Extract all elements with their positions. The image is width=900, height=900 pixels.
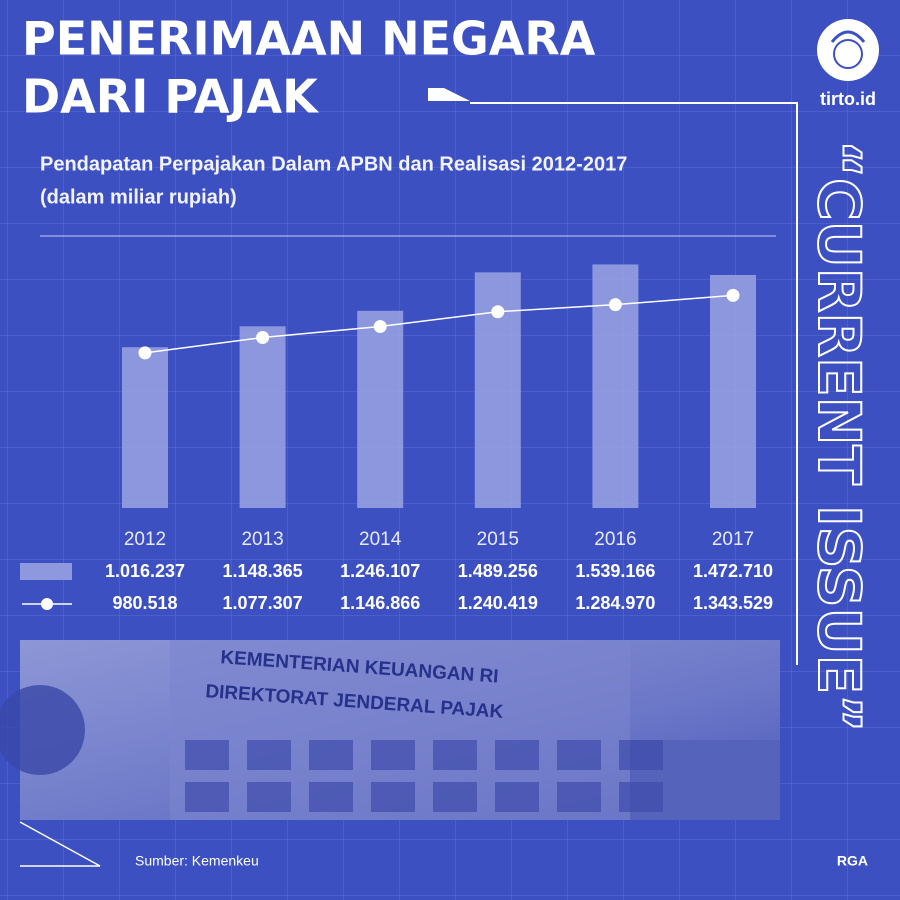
line-point xyxy=(256,331,270,345)
data-label: 1.240.419 xyxy=(458,593,538,613)
data-label: 1.539.166 xyxy=(575,561,655,581)
side-label: “CURRENT ISSUE” xyxy=(805,140,873,732)
photo-window xyxy=(619,782,663,812)
photo-window xyxy=(309,740,353,770)
bar xyxy=(239,326,286,508)
photo-window xyxy=(557,782,601,812)
bar xyxy=(357,310,404,508)
frame-line xyxy=(470,102,798,665)
legend-line-icon xyxy=(41,598,53,610)
logo-badge xyxy=(817,19,879,81)
data-label: 980.518 xyxy=(112,593,177,613)
bar xyxy=(122,347,168,508)
photo-window xyxy=(557,740,601,770)
x-tick-label: 2013 xyxy=(241,529,283,550)
corner-decoration xyxy=(19,821,101,867)
line-point xyxy=(138,346,152,360)
credit: RGA xyxy=(837,853,868,869)
title-arrow xyxy=(428,88,470,101)
photo-windows xyxy=(185,740,663,812)
line-point xyxy=(373,320,387,334)
data-label: 1.246.107 xyxy=(340,561,420,581)
photo-window xyxy=(185,740,229,770)
line-point xyxy=(726,288,740,302)
line-point xyxy=(491,305,505,319)
x-tick-label: 2016 xyxy=(594,529,636,550)
title-line: DARI PAJAK xyxy=(22,70,320,124)
data-label: 1.343.529 xyxy=(693,593,773,613)
line-point xyxy=(608,298,622,312)
photo-window xyxy=(185,782,229,812)
legend-bar-icon xyxy=(20,563,72,580)
data-label: 1.146.866 xyxy=(340,593,420,613)
photo-window xyxy=(495,740,539,770)
data-label: 1.284.970 xyxy=(575,593,655,613)
photo-window xyxy=(247,782,291,812)
photo-window xyxy=(371,740,415,770)
data-label: 1.489.256 xyxy=(458,561,538,581)
logo-face xyxy=(833,39,863,69)
data-label: 1.472.710 xyxy=(693,561,773,581)
data-label: 1.148.365 xyxy=(223,561,303,581)
chart-subtitle: (dalam miliar rupiah) xyxy=(40,186,237,208)
photo-window xyxy=(619,740,663,770)
photo-window xyxy=(371,782,415,812)
line xyxy=(144,294,734,354)
photo-window xyxy=(433,782,477,812)
photo-window xyxy=(309,782,353,812)
photo-window xyxy=(247,740,291,770)
logo-hat xyxy=(830,30,866,43)
logo-text: tirto.id xyxy=(820,89,876,109)
source: Sumber: Kemenkeu xyxy=(135,853,259,869)
title-line: PENERIMAAN NEGARA xyxy=(22,12,596,66)
x-tick-label: 2012 xyxy=(124,529,166,550)
bar xyxy=(710,274,756,508)
photo-tree xyxy=(0,685,85,775)
chart-title: Pendapatan Perpajakan Dalam APBN dan Rea… xyxy=(40,153,627,175)
data-label: 1.077.307 xyxy=(223,593,303,613)
photo-window xyxy=(495,782,539,812)
x-tick-label: 2015 xyxy=(477,529,519,550)
x-tick-label: 2014 xyxy=(359,529,402,550)
x-tick-label: 2017 xyxy=(712,529,754,550)
photo-window xyxy=(433,740,477,770)
data-label: 1.016.237 xyxy=(105,561,185,581)
